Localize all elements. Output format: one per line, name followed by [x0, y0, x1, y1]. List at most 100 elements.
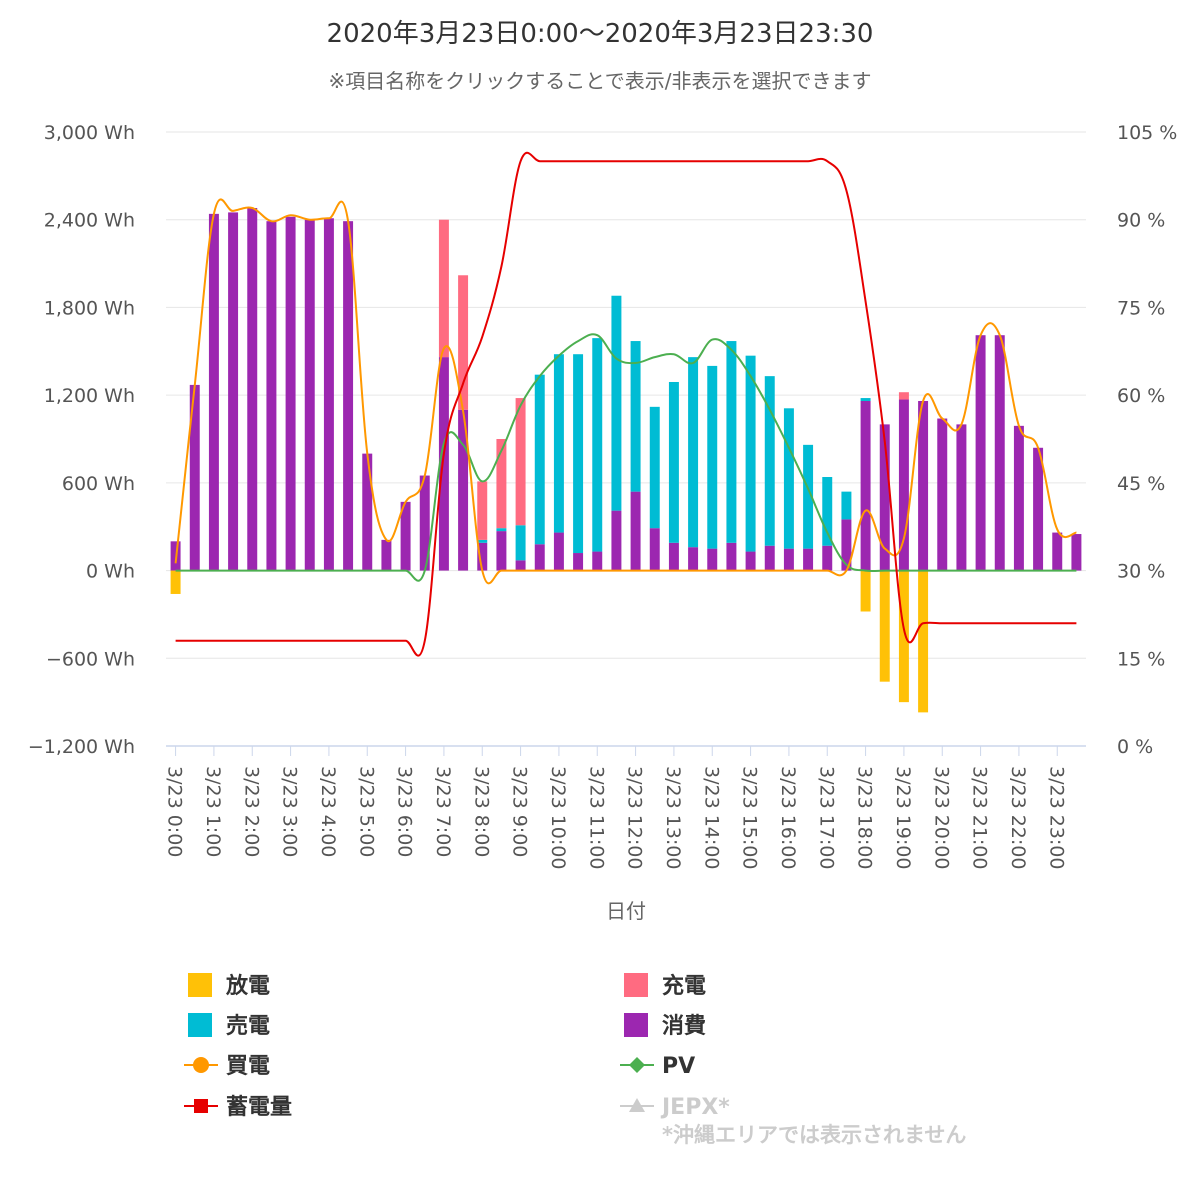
consumption-bar — [553, 532, 564, 571]
consumption-bar — [323, 218, 334, 571]
x-tick-label: 3/23 10:00 — [547, 766, 569, 869]
y-right-tick-label: 15 % — [1117, 648, 1165, 670]
bar-series — [170, 208, 1082, 713]
consumption-bar — [381, 539, 392, 571]
consumption-bar — [515, 560, 526, 571]
y-left-tick-label: 2,400 Wh — [44, 210, 135, 232]
sell-bar — [726, 341, 737, 543]
sell-bar — [630, 341, 641, 492]
legend-label: 放電 — [225, 973, 270, 999]
y-right-tick-label: 30 % — [1117, 561, 1165, 583]
sell-bar — [534, 374, 545, 545]
x-tick-label: 3/23 13:00 — [662, 766, 684, 869]
consumption-bar — [726, 542, 737, 571]
triangle-icon — [629, 1098, 645, 1112]
legend-label: PV — [662, 1054, 695, 1079]
consumption-bar — [208, 213, 219, 571]
grid-lines — [166, 131, 1086, 659]
consumption-bar — [343, 221, 354, 571]
legend-item-buy[interactable]: 買電 — [184, 1054, 270, 1079]
consumption-bar — [879, 424, 890, 571]
legend-label: 売電 — [226, 1013, 270, 1039]
x-tick-label: 3/23 23:00 — [1045, 766, 1067, 869]
discharge-bar — [918, 570, 929, 713]
consumption-bar — [822, 545, 833, 571]
sell-bar — [764, 376, 775, 546]
sell-bar — [496, 528, 507, 532]
charge-bar — [496, 439, 507, 529]
consumption-bar — [573, 553, 584, 571]
x-tick-label: 3/23 9:00 — [509, 766, 531, 857]
legend-item-sell[interactable]: 売電 — [188, 1013, 270, 1039]
x-tick-label: 3/23 14:00 — [700, 766, 722, 869]
sell-bar — [477, 539, 488, 543]
y-axis-right: 0 % 15 % 30 % 45 % 60 % 75 % 90 % 105 % — [1117, 122, 1177, 758]
pv-line — [175, 333, 1077, 582]
x-axis-title: 日付 — [606, 899, 646, 923]
consumption-bar — [304, 219, 315, 571]
consumption-bar — [1071, 534, 1082, 571]
legend-item-consumption[interactable]: 消費 — [624, 1013, 706, 1039]
x-tick-label: 3/23 19:00 — [892, 766, 914, 869]
x-tick-label: 3/23 6:00 — [394, 766, 416, 857]
soc-line — [175, 151, 1077, 657]
line-series — [174, 151, 1077, 657]
consumption-bar — [668, 542, 679, 571]
x-tick-label: 3/23 17:00 — [815, 766, 837, 869]
consumption-bar — [841, 519, 852, 571]
sell-bar — [707, 365, 718, 549]
discharge-bar — [898, 570, 909, 703]
x-tick-label: 3/23 3:00 — [279, 766, 301, 857]
consumption-bar — [630, 491, 641, 571]
legend-label: JEPX* — [660, 1095, 730, 1120]
consumption-bar — [937, 418, 948, 571]
legend-item-charge[interactable]: 充電 — [624, 973, 706, 999]
x-tick-label: 3/23 5:00 — [355, 766, 377, 857]
y-left-tick-label: 3,000 Wh — [44, 122, 135, 144]
consumption-bar — [266, 221, 277, 571]
legend-item-jepx[interactable]: JEPX* *沖縄エリアでは表示されません — [620, 1095, 966, 1147]
consumption-bar — [285, 216, 296, 571]
sell-bar — [783, 408, 794, 549]
y-right-tick-label: 90 % — [1117, 210, 1165, 232]
consumption-bar — [477, 542, 488, 571]
y-right-tick-label: 60 % — [1117, 385, 1165, 407]
consumption-bar — [458, 409, 469, 571]
consumption-bar — [688, 547, 699, 571]
circle-icon — [193, 1057, 209, 1073]
x-tick-label: 3/23 18:00 — [854, 766, 876, 869]
legend-note: *沖縄エリアでは表示されません — [662, 1123, 966, 1147]
x-tick-label: 3/23 20:00 — [930, 766, 952, 869]
sell-bar — [515, 525, 526, 561]
consumption-bar — [228, 212, 239, 571]
consumption-bar — [956, 424, 967, 571]
legend-item-pv[interactable]: PV — [620, 1054, 695, 1079]
sell-bar — [860, 398, 871, 401]
legend-label: 買電 — [226, 1054, 270, 1079]
consumption-bar — [918, 400, 929, 571]
diamond-icon — [629, 1057, 645, 1073]
legend-label: 蓄電量 — [226, 1095, 292, 1120]
charge-bar — [477, 481, 488, 540]
consumption-bar — [898, 399, 909, 571]
legend-item-soc[interactable]: 蓄電量 — [184, 1095, 292, 1120]
discharge-legend-swatch — [188, 973, 212, 997]
consumption-bar — [707, 548, 718, 571]
sell-legend-swatch — [188, 1013, 212, 1037]
x-tick-label: 3/23 11:00 — [585, 766, 607, 869]
consumption-bar — [764, 545, 775, 571]
x-tick-label: 3/23 16:00 — [777, 766, 799, 869]
consumption-bar — [419, 475, 430, 571]
buy-line — [174, 198, 1077, 585]
y-left-tick-label: −600 Wh — [46, 648, 135, 670]
y-left-tick-label: 0 Wh — [86, 561, 135, 583]
x-tick-label: 3/23 12:00 — [624, 766, 646, 869]
consumption-bar — [1052, 532, 1063, 571]
charge-bar — [515, 398, 526, 526]
legend-label: 充電 — [662, 973, 706, 999]
legend-item-discharge[interactable]: 放電 — [188, 973, 270, 999]
consumption-bar — [611, 510, 622, 571]
sell-bar — [803, 444, 814, 549]
